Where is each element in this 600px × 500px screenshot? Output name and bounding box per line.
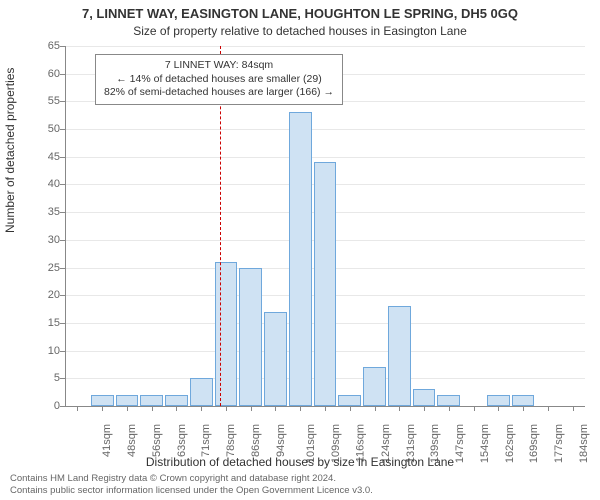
x-tick-mark xyxy=(176,406,177,411)
x-tick-mark xyxy=(523,406,524,411)
chart-subtitle: Size of property relative to detached ho… xyxy=(0,24,600,38)
x-tick-label: 78sqm xyxy=(225,424,237,457)
plot-area: 7 LINNET WAY: 84sqm← 14% of detached hou… xyxy=(65,46,585,406)
x-tick-label: 63sqm xyxy=(176,424,188,457)
x-tick-mark xyxy=(498,406,499,411)
y-tick-label: 40 xyxy=(30,178,60,190)
histogram-bar xyxy=(314,162,337,406)
x-tick-label: 48sqm xyxy=(126,424,138,457)
x-tick-mark xyxy=(449,406,450,411)
x-tick-mark xyxy=(548,406,549,411)
x-tick-mark xyxy=(399,406,400,411)
histogram-bar xyxy=(165,395,188,406)
y-tick-mark xyxy=(60,240,65,241)
chart-container: 7, LINNET WAY, EASINGTON LANE, HOUGHTON … xyxy=(0,0,600,500)
annotation-box: 7 LINNET WAY: 84sqm← 14% of detached hou… xyxy=(95,54,343,105)
y-tick-label: 5 xyxy=(30,372,60,384)
histogram-bar xyxy=(338,395,361,406)
y-tick-mark xyxy=(60,295,65,296)
annotation-line: 7 LINNET WAY: 84sqm xyxy=(104,59,334,73)
x-tick-label: 41sqm xyxy=(101,424,113,457)
y-tick-label: 0 xyxy=(30,400,60,412)
y-tick-mark xyxy=(60,212,65,213)
x-tick-mark xyxy=(226,406,227,411)
histogram-bar xyxy=(512,395,535,406)
x-tick-label: 71sqm xyxy=(200,424,212,457)
histogram-bar xyxy=(289,112,312,406)
x-tick-mark xyxy=(474,406,475,411)
x-tick-label: 86sqm xyxy=(250,424,262,457)
histogram-bar xyxy=(140,395,163,406)
y-tick-label: 60 xyxy=(30,68,60,80)
y-tick-mark xyxy=(60,268,65,269)
histogram-bar xyxy=(91,395,114,406)
y-tick-label: 10 xyxy=(30,345,60,357)
x-tick-label: 94sqm xyxy=(275,424,287,457)
x-tick-mark xyxy=(77,406,78,411)
y-tick-label: 35 xyxy=(30,206,60,218)
x-tick-mark xyxy=(573,406,574,411)
y-axis-label: Number of detached properties xyxy=(3,68,17,233)
y-tick-mark xyxy=(60,184,65,185)
annotation-line: 82% of semi-detached houses are larger (… xyxy=(104,86,334,100)
y-tick-label: 20 xyxy=(30,289,60,301)
gridline xyxy=(65,129,585,130)
x-tick-mark xyxy=(251,406,252,411)
histogram-bar xyxy=(190,378,213,406)
y-tick-mark xyxy=(60,74,65,75)
x-axis-label: Distribution of detached houses by size … xyxy=(0,455,600,469)
x-tick-mark xyxy=(375,406,376,411)
x-tick-mark xyxy=(350,406,351,411)
chart-title: 7, LINNET WAY, EASINGTON LANE, HOUGHTON … xyxy=(0,6,600,21)
histogram-bar xyxy=(363,367,386,406)
histogram-bar xyxy=(413,389,436,406)
gridline xyxy=(65,157,585,158)
y-tick-mark xyxy=(60,323,65,324)
footer-line2: Contains public sector information licen… xyxy=(10,485,373,496)
y-tick-label: 55 xyxy=(30,95,60,107)
y-tick-label: 25 xyxy=(30,262,60,274)
histogram-bar xyxy=(487,395,510,406)
x-tick-mark xyxy=(275,406,276,411)
y-tick-mark xyxy=(60,129,65,130)
y-tick-mark xyxy=(60,378,65,379)
x-tick-mark xyxy=(127,406,128,411)
footer-attribution: Contains HM Land Registry data © Crown c… xyxy=(10,473,373,496)
y-tick-label: 50 xyxy=(30,123,60,135)
histogram-bar xyxy=(388,306,411,406)
y-tick-mark xyxy=(60,46,65,47)
histogram-bar xyxy=(215,262,238,406)
x-tick-mark xyxy=(424,406,425,411)
x-tick-mark xyxy=(201,406,202,411)
x-tick-mark xyxy=(325,406,326,411)
y-tick-label: 45 xyxy=(30,151,60,163)
y-tick-mark xyxy=(60,351,65,352)
x-tick-mark xyxy=(102,406,103,411)
x-tick-label: 56sqm xyxy=(151,424,163,457)
y-tick-label: 65 xyxy=(30,40,60,52)
annotation-line: ← 14% of detached houses are smaller (29… xyxy=(104,73,334,87)
y-tick-mark xyxy=(60,157,65,158)
histogram-bar xyxy=(239,268,262,406)
y-tick-mark xyxy=(60,406,65,407)
gridline xyxy=(65,46,585,47)
y-axis-line xyxy=(65,46,66,406)
y-tick-label: 15 xyxy=(30,317,60,329)
x-tick-mark xyxy=(152,406,153,411)
x-tick-mark xyxy=(300,406,301,411)
y-tick-label: 30 xyxy=(30,234,60,246)
histogram-bar xyxy=(437,395,460,406)
histogram-bar xyxy=(264,312,287,406)
y-tick-mark xyxy=(60,101,65,102)
histogram-bar xyxy=(116,395,139,406)
footer-line1: Contains HM Land Registry data © Crown c… xyxy=(10,473,373,484)
